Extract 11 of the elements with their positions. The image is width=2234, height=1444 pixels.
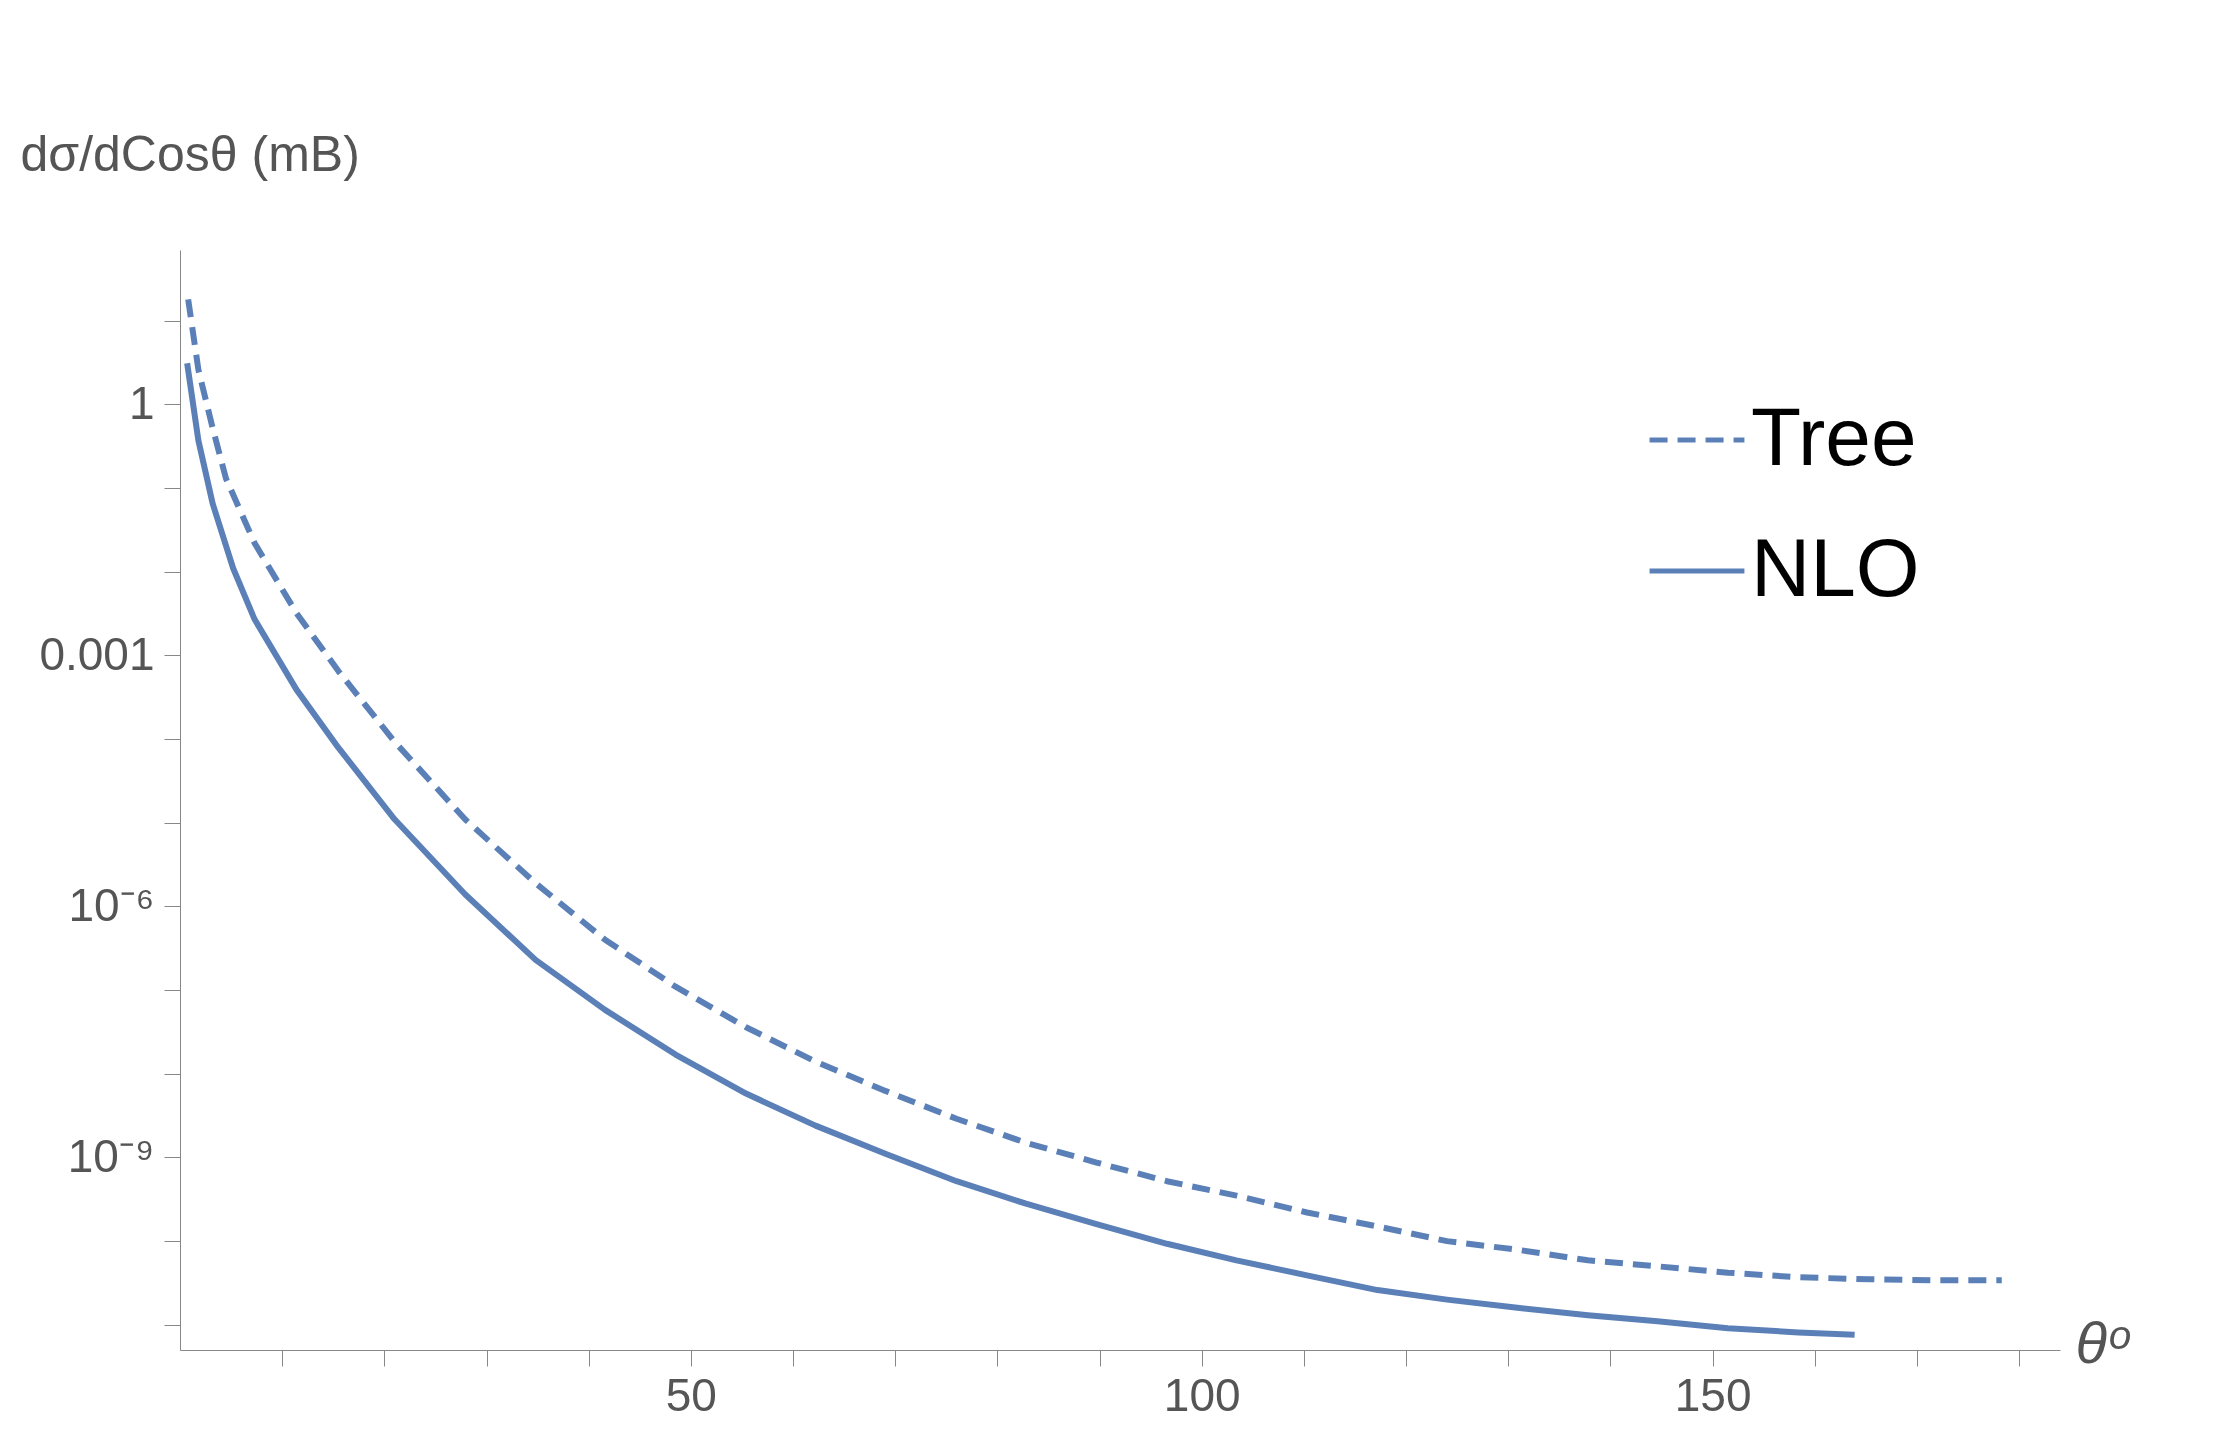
legend-label: NLO <box>1751 522 1920 613</box>
x-tick-label: 100 <box>1163 1368 1241 1421</box>
y-axis-title: dσ/dCosθ (mB) <box>20 125 360 182</box>
y-tick-label: 10⁻⁹ <box>67 1129 155 1182</box>
y-tick-label: 0.001 <box>39 627 155 680</box>
legend-label: Tree <box>1751 391 1917 482</box>
x-tick-label: 150 <box>1674 1368 1752 1421</box>
x-axis-title: θᵒ <box>2075 1309 2131 1375</box>
y-tick-label: 1 <box>128 376 155 429</box>
y-tick-label: 10⁻⁶ <box>68 878 155 931</box>
x-tick-label: 50 <box>665 1368 717 1421</box>
